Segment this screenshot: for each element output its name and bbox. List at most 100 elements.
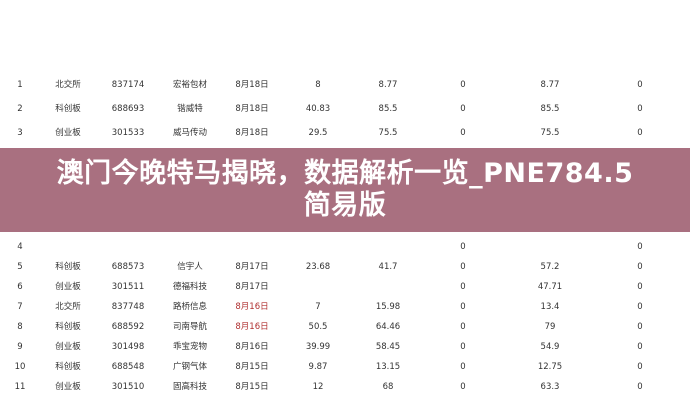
- cell-c9: 8.77: [540, 80, 560, 90]
- table-row: 11 创业板 301510 固高科技 8月15日 12 68 0 63.3 0: [0, 378, 690, 396]
- table-row: 7 北交所 837748 路桥信息 8月16日 7 15.98 0 13.4 0: [0, 298, 690, 316]
- table-row: 2 科创板 688693 锴威特 8月18日 40.83 85.5 0 85.5 0: [0, 100, 690, 118]
- cell-date: 8月17日: [235, 282, 269, 292]
- cell-c10: 0: [637, 128, 643, 138]
- cell-code: 837748: [111, 302, 145, 312]
- cell-name: 广钢气体: [172, 362, 208, 372]
- cell-c7: 13.15: [375, 362, 401, 372]
- cell-idx: 4: [17, 242, 23, 252]
- cell-name: 信宇人: [177, 262, 203, 272]
- cell-name: 乖宝宠物: [172, 342, 208, 352]
- page-title: 澳门今晚特马揭晓，数据解析一览_PNE784.5简易版: [56, 158, 634, 221]
- cell-c8: 0: [460, 80, 466, 90]
- cell-idx: 2: [17, 104, 23, 114]
- cell-date: 8月17日: [235, 262, 269, 272]
- cell-c10: 0: [637, 104, 643, 114]
- title-banner: 澳门今晚特马揭晓，数据解析一览_PNE784.5简易版: [0, 148, 690, 232]
- cell-price: 8: [315, 80, 321, 90]
- cell-c10: 0: [637, 342, 643, 352]
- cell-c7: 15.98: [375, 302, 401, 312]
- cell-board: 创业板: [55, 282, 81, 292]
- cell-c7: 68: [382, 382, 394, 392]
- cell-c10: 0: [637, 382, 643, 392]
- table-row: 9 创业板 301498 乖宝宠物 8月16日 39.99 58.45 0 54.9 0: [0, 338, 690, 356]
- cell-date: 8月16日: [235, 302, 269, 312]
- cell-code: 301511: [111, 282, 145, 292]
- cell-board: 科创板: [55, 322, 81, 332]
- cell-price: 23.68: [305, 262, 331, 272]
- cell-c10: 0: [637, 242, 643, 252]
- cell-code: 688693: [111, 104, 145, 114]
- cell-c7: 58.45: [375, 342, 401, 352]
- table-row: 4 0 0: [0, 238, 690, 256]
- cell-price: 40.83: [305, 104, 331, 114]
- cell-price: 39.99: [305, 342, 331, 352]
- cell-price: 9.87: [308, 362, 328, 372]
- cell-c9: 54.9: [540, 342, 560, 352]
- cell-c8: 0: [460, 322, 466, 332]
- cell-board: 北交所: [55, 80, 81, 90]
- cell-c10: 0: [637, 362, 643, 372]
- cell-c9: 47.71: [537, 282, 563, 292]
- cell-code: 301498: [111, 342, 145, 352]
- cell-c7: 41.7: [378, 262, 398, 272]
- cell-board: 科创板: [55, 362, 81, 372]
- cell-c9: 79: [544, 322, 556, 332]
- cell-idx: 5: [17, 262, 23, 272]
- cell-name: 司南导航: [172, 322, 208, 332]
- cell-code: 688592: [111, 322, 145, 332]
- cell-name: 威马传动: [172, 128, 208, 138]
- cell-board: 科创板: [55, 262, 81, 272]
- cell-idx: 6: [17, 282, 23, 292]
- cell-idx: 1: [17, 80, 23, 90]
- cell-c7: 64.46: [375, 322, 401, 332]
- cell-idx: 3: [17, 128, 23, 138]
- cell-name: 锴威特: [177, 104, 203, 114]
- table-row: 6 创业板 301511 德福科技 8月17日 0 47.71 0: [0, 278, 690, 296]
- cell-date: 8月15日: [235, 382, 269, 392]
- cell-date: 8月18日: [235, 80, 269, 90]
- cell-c8: 0: [460, 382, 466, 392]
- cell-price: 29.5: [308, 128, 328, 138]
- cell-c10: 0: [637, 262, 643, 272]
- cell-c8: 0: [460, 282, 466, 292]
- cell-name: 固高科技: [172, 382, 208, 392]
- cell-c7: 85.5: [378, 104, 398, 114]
- cell-c8: 0: [460, 362, 466, 372]
- cell-name: 宏裕包材: [172, 80, 208, 90]
- cell-c9: 57.2: [540, 262, 560, 272]
- cell-price: 7: [315, 302, 321, 312]
- cell-idx: 9: [17, 342, 23, 352]
- cell-c8: 0: [460, 302, 466, 312]
- cell-code: 837174: [111, 80, 145, 90]
- cell-c10: 0: [637, 80, 643, 90]
- cell-c8: 0: [460, 342, 466, 352]
- cell-c9: 12.75: [537, 362, 563, 372]
- table-row: 10 科创板 688548 广钢气体 8月15日 9.87 13.15 0 12.75 0: [0, 358, 690, 376]
- cell-c10: 0: [637, 322, 643, 332]
- cell-c8: 0: [460, 242, 466, 252]
- cell-idx: 11: [14, 382, 26, 392]
- cell-board: 科创板: [55, 104, 81, 114]
- cell-name: 德福科技: [172, 282, 208, 292]
- cell-c8: 0: [460, 262, 466, 272]
- cell-c9: 13.4: [540, 302, 560, 312]
- cell-c8: 0: [460, 104, 466, 114]
- cell-code: 301533: [111, 128, 145, 138]
- cell-name: 路桥信息: [172, 302, 208, 312]
- cell-code: 688548: [111, 362, 145, 372]
- cell-idx: 7: [17, 302, 23, 312]
- cell-board: 创业板: [55, 382, 81, 392]
- table-row: 3 创业板 301533 威马传动 8月18日 29.5 75.5 0 75.5 0: [0, 124, 690, 142]
- cell-c9: 85.5: [540, 104, 560, 114]
- cell-date: 8月15日: [235, 362, 269, 372]
- table-row: 5 科创板 688573 信宇人 8月17日 23.68 41.7 0 57.2 0: [0, 258, 690, 276]
- table-row: 1 北交所 837174 宏裕包材 8月18日 8 8.77 0 8.77 0: [0, 76, 690, 94]
- cell-board: 创业板: [55, 128, 81, 138]
- cell-c7: 75.5: [378, 128, 398, 138]
- cell-idx: 10: [14, 362, 26, 372]
- cell-c9: 63.3: [540, 382, 560, 392]
- cell-code: 688573: [111, 262, 145, 272]
- cell-price: 50.5: [308, 322, 328, 332]
- cell-date: 8月16日: [235, 322, 269, 332]
